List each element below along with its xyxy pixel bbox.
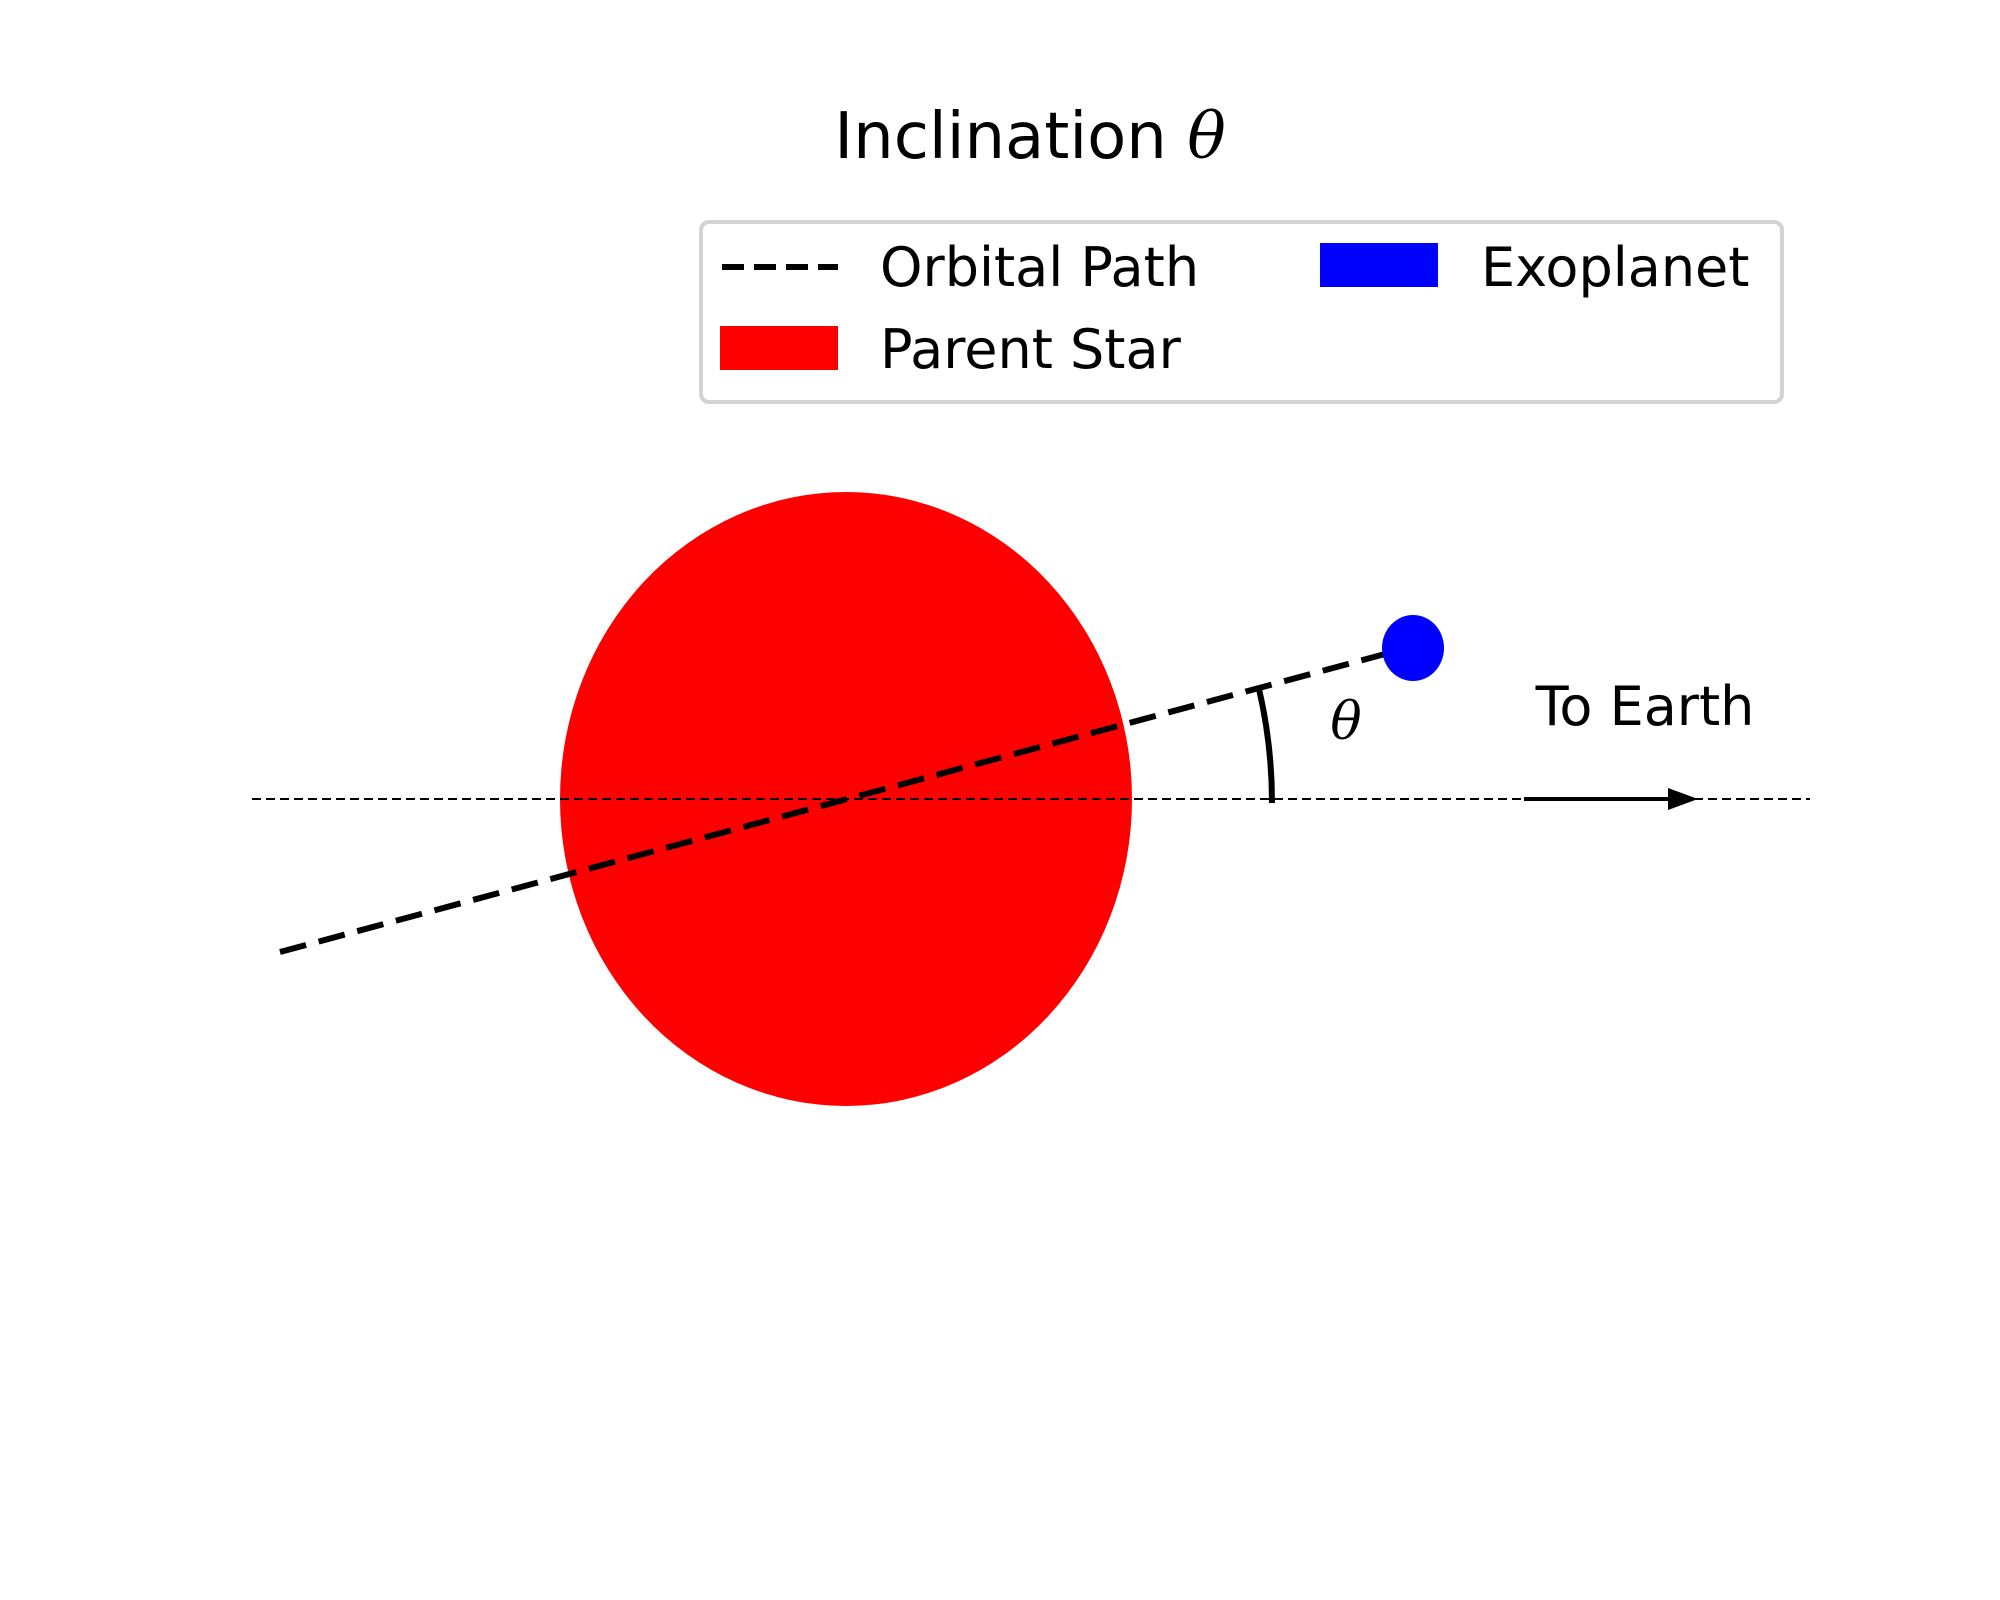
legend-exoplanet-swatch <box>1320 243 1438 287</box>
legend-parent-star-swatch <box>720 326 838 370</box>
title-symbol: θ <box>1187 100 1226 174</box>
angle-theta-label: θ <box>1330 692 1361 752</box>
legend: Orbital Path Exoplanet Parent Star <box>699 220 1784 404</box>
legend-label-orbital-path: Orbital Path <box>880 236 1199 299</box>
orbital-path <box>279 651 1386 955</box>
figure-title: Inclination θ <box>834 100 1225 174</box>
to-earth-arrow-head <box>1668 788 1698 810</box>
legend-label-exoplanet: Exoplanet <box>1481 236 1749 299</box>
legend-label-parent-star: Parent Star <box>880 318 1182 381</box>
inclination-arc <box>1256 688 1275 804</box>
to-earth-arrow <box>1524 788 1698 810</box>
legend-frame <box>699 220 1784 404</box>
exoplanet <box>1382 615 1444 681</box>
to-earth-label: To Earth <box>1535 675 1755 738</box>
title-text: Inclination <box>834 100 1187 174</box>
